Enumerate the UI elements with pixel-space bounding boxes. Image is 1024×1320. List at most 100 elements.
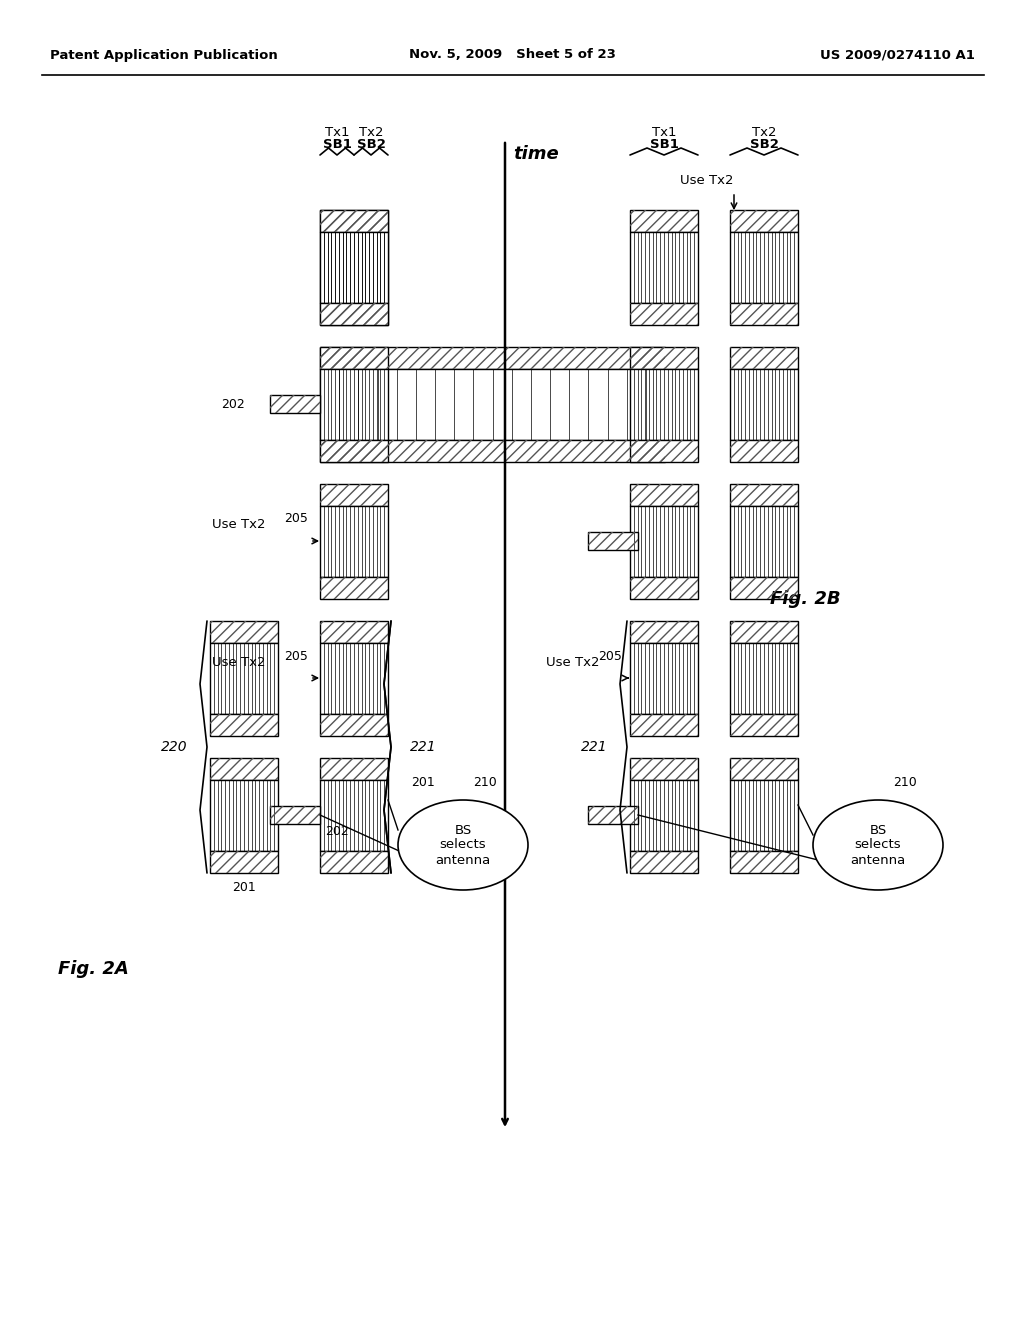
Bar xyxy=(270,395,319,413)
Text: Fig. 2A: Fig. 2A xyxy=(58,960,129,978)
Bar xyxy=(730,620,798,643)
Bar xyxy=(319,577,388,599)
Bar xyxy=(319,368,665,440)
Bar xyxy=(319,851,388,873)
Bar xyxy=(319,484,388,506)
Text: Use Tx2: Use Tx2 xyxy=(212,519,265,532)
Bar xyxy=(319,232,388,304)
Ellipse shape xyxy=(813,800,943,890)
Bar xyxy=(319,440,665,462)
Bar xyxy=(319,232,388,304)
Bar xyxy=(730,577,798,599)
Bar xyxy=(270,395,319,413)
Bar xyxy=(730,758,798,780)
Text: 201: 201 xyxy=(411,776,435,789)
Bar xyxy=(630,232,698,304)
Text: time: time xyxy=(513,145,559,162)
Text: 202: 202 xyxy=(221,397,245,411)
Text: 202: 202 xyxy=(325,825,349,838)
Bar xyxy=(630,368,698,440)
Bar xyxy=(319,643,388,714)
Text: Tx2: Tx2 xyxy=(752,127,776,140)
Bar xyxy=(319,577,388,599)
Bar xyxy=(319,304,388,325)
Bar xyxy=(270,807,319,824)
Bar xyxy=(730,643,798,714)
Bar xyxy=(588,807,638,824)
Text: US 2009/0274110 A1: US 2009/0274110 A1 xyxy=(820,49,975,62)
Bar xyxy=(210,758,278,780)
Bar xyxy=(319,347,665,368)
Bar xyxy=(630,620,698,643)
Bar xyxy=(319,368,388,440)
Bar xyxy=(319,714,388,737)
Text: Patent Application Publication: Patent Application Publication xyxy=(50,49,278,62)
Bar xyxy=(210,758,278,780)
Bar xyxy=(630,440,698,462)
Bar xyxy=(210,620,278,643)
Bar xyxy=(319,304,388,325)
Bar xyxy=(630,780,698,851)
Bar xyxy=(630,440,698,462)
Bar xyxy=(630,620,698,643)
Bar xyxy=(730,620,798,643)
Bar xyxy=(630,577,698,599)
Bar xyxy=(630,347,698,368)
Bar xyxy=(630,758,698,780)
Bar xyxy=(319,440,665,462)
Bar xyxy=(210,780,278,851)
Bar xyxy=(210,851,278,873)
Bar xyxy=(319,210,388,232)
Bar xyxy=(319,620,388,643)
Bar xyxy=(730,484,798,506)
Text: Use Tx2: Use Tx2 xyxy=(212,656,265,668)
Bar xyxy=(730,304,798,325)
Bar xyxy=(319,780,388,851)
Text: Use Tx2: Use Tx2 xyxy=(681,173,734,186)
Bar xyxy=(210,643,278,714)
Text: Fig. 2B: Fig. 2B xyxy=(770,590,841,609)
Bar xyxy=(730,506,798,577)
Bar xyxy=(630,506,698,577)
Bar xyxy=(270,807,319,824)
Text: 201: 201 xyxy=(232,880,256,894)
Bar xyxy=(588,532,638,550)
Text: Tx1: Tx1 xyxy=(651,127,676,140)
Ellipse shape xyxy=(398,800,528,890)
Bar xyxy=(319,440,388,462)
Bar xyxy=(730,304,798,325)
Bar xyxy=(319,620,388,643)
Text: 205: 205 xyxy=(284,512,308,525)
Bar xyxy=(630,851,698,873)
Bar xyxy=(319,758,388,780)
Bar xyxy=(588,807,638,824)
Bar xyxy=(730,347,798,368)
Text: Tx1: Tx1 xyxy=(325,127,349,140)
Bar xyxy=(319,210,388,232)
Bar xyxy=(210,620,278,643)
Bar xyxy=(630,210,698,232)
Bar xyxy=(630,210,698,232)
Bar xyxy=(319,851,388,873)
Bar xyxy=(730,714,798,737)
Bar xyxy=(319,210,388,232)
Bar xyxy=(630,484,698,506)
Text: SB2: SB2 xyxy=(356,139,385,152)
Text: 205: 205 xyxy=(284,649,308,663)
Bar xyxy=(730,210,798,232)
Bar xyxy=(319,758,388,780)
Bar xyxy=(319,210,388,232)
Bar xyxy=(730,714,798,737)
Bar xyxy=(319,484,388,506)
Text: 210: 210 xyxy=(473,776,497,789)
Text: Use Tx2: Use Tx2 xyxy=(547,656,600,668)
Bar xyxy=(630,304,698,325)
Bar xyxy=(210,851,278,873)
Bar xyxy=(730,484,798,506)
Bar xyxy=(730,851,798,873)
Bar xyxy=(730,758,798,780)
Bar xyxy=(630,758,698,780)
Bar xyxy=(730,368,798,440)
Bar xyxy=(319,440,388,462)
Bar xyxy=(319,506,388,577)
